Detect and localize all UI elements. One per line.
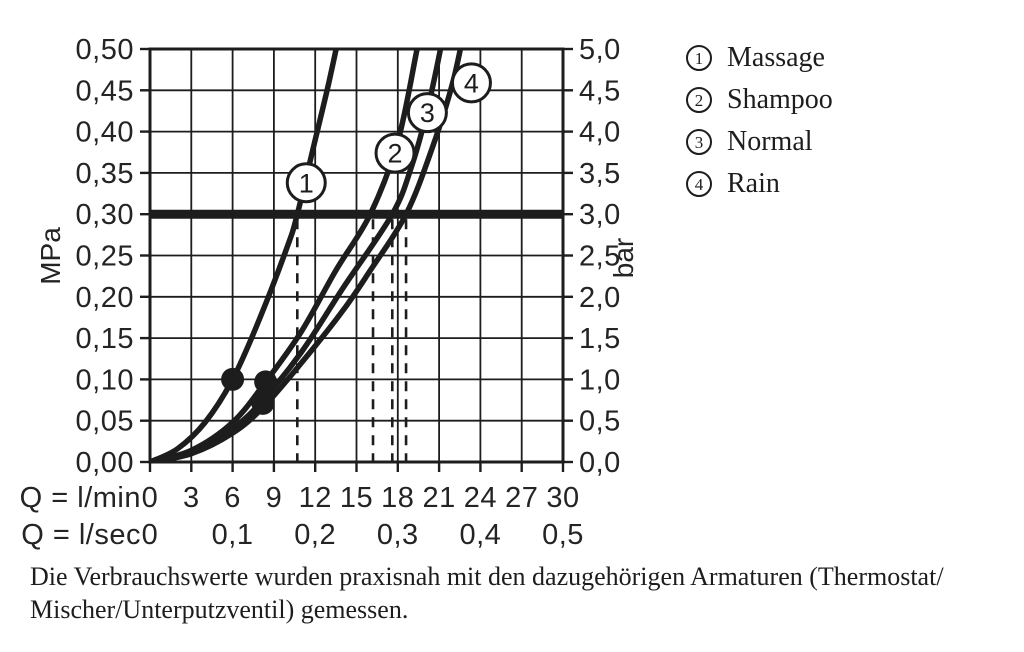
chart-text: 30 <box>546 482 579 514</box>
grid <box>149 48 564 463</box>
chart-text: 0 <box>142 519 159 551</box>
operating-dots <box>221 367 278 415</box>
operating-dot <box>254 370 278 394</box>
curves <box>150 49 464 462</box>
legend-item-normal: 3 Normal <box>686 128 833 156</box>
curve-massage <box>150 49 339 462</box>
legend-item-rain: 4 Rain <box>686 170 833 198</box>
legend-num-badge: 1 <box>686 45 712 71</box>
curve-badge-number: 1 <box>299 168 314 198</box>
legend-item-label: Rain <box>727 168 780 199</box>
operating-dot <box>221 367 245 391</box>
operating-dot <box>251 391 275 415</box>
chart-text: 1,0 <box>579 364 621 396</box>
chart-text: 3,5 <box>579 158 621 190</box>
curve-badge-number: 3 <box>420 98 435 128</box>
curve-badge-circle <box>285 162 327 204</box>
chart-text: 0,4 <box>459 519 501 551</box>
chart-text: 24 <box>464 482 497 514</box>
legend-item-shampoo: 2 Shampoo <box>686 86 833 114</box>
legend-item-massage: 1 Massage <box>686 44 833 72</box>
curve-shampoo <box>150 49 420 462</box>
curve-badges: 1 234 <box>285 62 492 204</box>
chart-text: 0,5 <box>579 406 621 438</box>
chart-text: 0,2 <box>294 519 336 551</box>
dashed-drop-lines <box>296 219 408 462</box>
chart-text: 0,25 <box>76 241 134 273</box>
curve-badge-circle <box>374 132 416 174</box>
chart-text: 0,15 <box>76 323 134 355</box>
chart-text: 5,0 <box>579 34 621 66</box>
flow-pressure-chart: 0,000,050,100,150,200,250,300,350,400,45… <box>20 34 639 551</box>
curve-badge-number: 2 <box>388 139 403 169</box>
axis-ticks <box>140 47 573 472</box>
caption: Die Verbrauchswerte wurden praxisnah mit… <box>30 560 960 626</box>
legend-num-badge: 2 <box>686 87 712 113</box>
curve-badge-circle <box>406 92 448 134</box>
chart-text: 0 <box>142 482 159 514</box>
chart-text: 0,45 <box>76 75 134 107</box>
caption-line-1: Die Verbrauchswerte wurden praxisnah mit… <box>30 562 944 591</box>
chart-text: 27 <box>505 482 538 514</box>
chart-text: 0,1 <box>212 519 254 551</box>
legend-num-badge: 3 <box>686 129 712 155</box>
curve-badge-circle <box>450 62 492 104</box>
chart-text: 21 <box>422 482 455 514</box>
chart-text: 4,5 <box>579 75 621 107</box>
chart-text: bar <box>608 238 639 278</box>
chart-text: 2,5 <box>579 241 621 273</box>
chart-text: 0,20 <box>76 282 134 314</box>
chart-text: 0,00 <box>76 447 134 479</box>
chart-text: Q = l/min <box>20 482 141 514</box>
chart-text: 3,0 <box>579 199 621 231</box>
chart-text: 0,50 <box>76 34 134 66</box>
chart-text: 0,5 <box>542 519 584 551</box>
chart-text: 0,05 <box>76 406 134 438</box>
chart-text: 2,0 <box>579 282 621 314</box>
chart-text: 0,3 <box>377 519 419 551</box>
chart-text: 9 <box>266 482 283 514</box>
curve-badge-number: 4 <box>464 68 479 98</box>
chart-text: Q = l/sec <box>21 519 141 551</box>
legend-item-label: Normal <box>727 126 813 157</box>
chart-text: 3 <box>183 482 200 514</box>
chart-text: 0,0 <box>579 447 621 479</box>
chart-text: 4,0 <box>579 117 621 149</box>
legend-num-badge: 4 <box>686 171 712 197</box>
chart-text: 15 <box>340 482 373 514</box>
chart-text: 1,5 <box>579 323 621 355</box>
chart-text: 0,30 <box>76 199 134 231</box>
caption-line-2: Mischer/Unterputzventil) gemessen. <box>30 595 409 625</box>
chart-text: 18 <box>381 482 414 514</box>
chart-text: 0,40 <box>76 117 134 149</box>
legend-item-label: Massage <box>727 42 825 73</box>
legend: 1 Massage 2 Shampoo 3 Normal 4 Rain <box>686 44 833 198</box>
chart-text: MPa <box>35 227 66 285</box>
chart-text: 12 <box>299 482 332 514</box>
chart-text: 0,10 <box>76 364 134 396</box>
chart-text: 6 <box>224 482 241 514</box>
chart-text: 0,35 <box>76 158 134 190</box>
legend-item-label: Shampoo <box>727 84 833 115</box>
